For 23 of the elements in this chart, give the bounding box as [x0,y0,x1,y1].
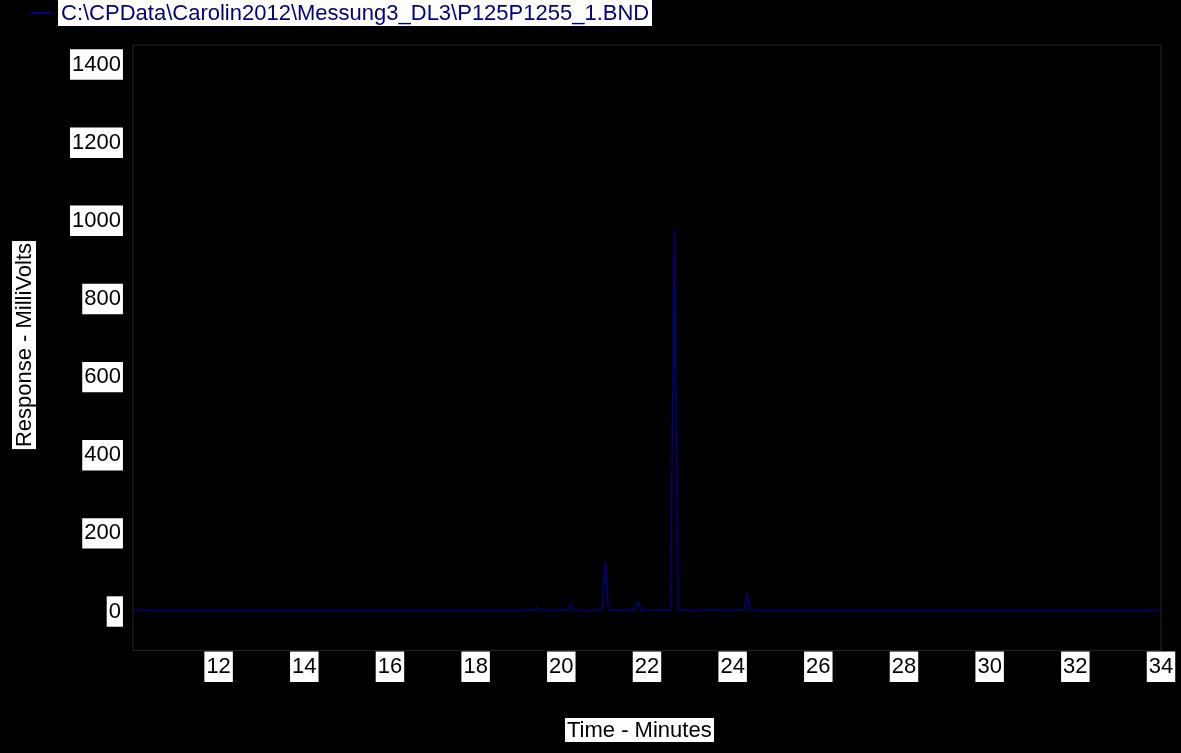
y-tick-label: 1200 [71,128,121,154]
x-tick-label: 18 [463,652,488,678]
x-tick-label: 30 [977,652,1002,678]
x-tick-label: 32 [1063,652,1088,678]
y-tick-label: 800 [84,285,121,311]
x-tick-label: 26 [806,652,831,678]
x-axis-title: Time - Minutes [565,717,714,742]
y-tick-label: 400 [84,441,121,467]
x-tick-label: 34 [1148,652,1174,678]
x-tick-label: 22 [634,652,660,678]
y-tick-label: 0 [108,597,121,623]
x-tick-label: 24 [720,652,745,678]
x-tick-label: 20 [549,652,574,678]
x-tick-label: 28 [891,652,917,678]
y-tick-label: 1000 [71,206,121,232]
x-tick-label: 16 [377,652,403,678]
y-tick-label: 1400 [71,50,121,76]
y-tick-label: 200 [84,519,121,545]
x-tick-label: 12 [206,652,231,678]
legend-label: C:\CPData\Carolin2012\Messung3_DL3\P125P1255_1.BND [58,0,653,26]
x-tick-label: 14 [292,652,317,678]
y-axis-title: Response - MilliVolts [11,240,36,450]
y-tick-label: 600 [84,363,121,389]
